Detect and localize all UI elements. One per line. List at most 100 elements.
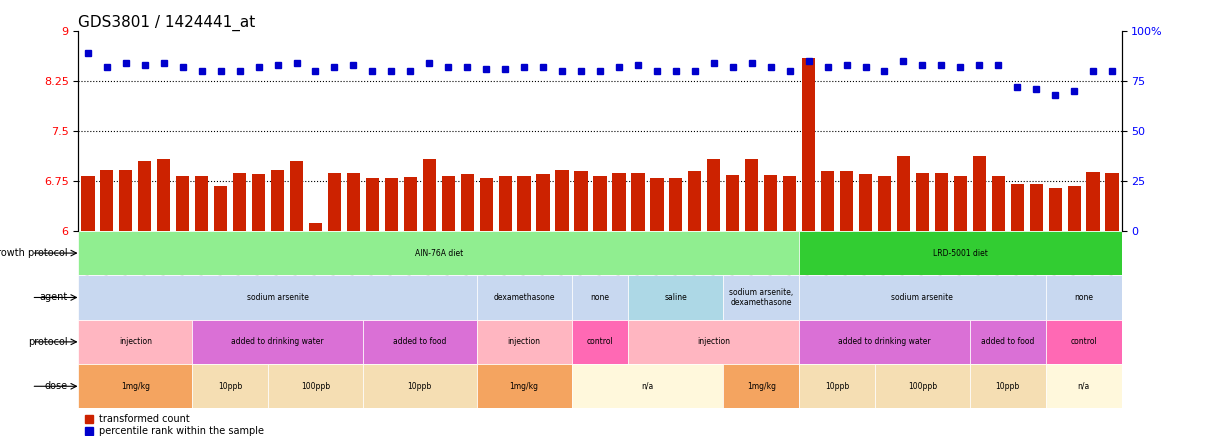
Bar: [100, 170, 113, 231]
Text: added to drinking water: added to drinking water: [838, 337, 931, 346]
Text: dose: dose: [45, 381, 68, 391]
Bar: [556, 170, 569, 231]
Bar: [593, 176, 607, 231]
Bar: [954, 176, 967, 231]
Bar: [1106, 173, 1119, 231]
Bar: [119, 170, 133, 231]
Text: growth protocol: growth protocol: [0, 248, 68, 258]
FancyBboxPatch shape: [268, 364, 363, 408]
Bar: [707, 159, 720, 231]
Text: added to drinking water: added to drinking water: [232, 337, 324, 346]
FancyBboxPatch shape: [628, 275, 724, 320]
Bar: [915, 173, 929, 231]
Text: protocol: protocol: [28, 337, 68, 347]
Text: saline: saline: [665, 293, 687, 302]
Bar: [821, 171, 835, 231]
Bar: [517, 176, 531, 231]
Bar: [878, 176, 891, 231]
Bar: [650, 178, 663, 231]
FancyBboxPatch shape: [78, 364, 192, 408]
Text: agent: agent: [40, 293, 68, 302]
Text: LRD-5001 diet: LRD-5001 diet: [933, 249, 988, 258]
Text: control: control: [586, 337, 614, 346]
Bar: [1030, 184, 1043, 231]
Bar: [385, 178, 398, 231]
Bar: [309, 223, 322, 231]
Bar: [1087, 172, 1100, 231]
Bar: [631, 173, 644, 231]
FancyBboxPatch shape: [78, 320, 192, 364]
FancyBboxPatch shape: [78, 275, 476, 320]
Bar: [783, 176, 796, 231]
Text: n/a: n/a: [642, 382, 654, 391]
FancyBboxPatch shape: [970, 364, 1046, 408]
Bar: [289, 161, 303, 231]
FancyBboxPatch shape: [476, 275, 572, 320]
Text: 10ppb: 10ppb: [408, 382, 432, 391]
Bar: [897, 156, 911, 231]
Bar: [328, 173, 341, 231]
Text: n/a: n/a: [1077, 382, 1090, 391]
Bar: [726, 175, 739, 231]
Bar: [802, 58, 815, 231]
Bar: [765, 175, 778, 231]
Bar: [537, 174, 550, 231]
FancyBboxPatch shape: [572, 364, 724, 408]
Bar: [745, 159, 759, 231]
FancyBboxPatch shape: [800, 275, 1046, 320]
Bar: [839, 171, 853, 231]
Text: dexamethasone: dexamethasone: [493, 293, 555, 302]
Bar: [574, 171, 587, 231]
FancyBboxPatch shape: [970, 320, 1046, 364]
Text: 10ppb: 10ppb: [996, 382, 1020, 391]
FancyBboxPatch shape: [1046, 364, 1122, 408]
Text: sodium arsenite: sodium arsenite: [246, 293, 309, 302]
FancyBboxPatch shape: [476, 364, 572, 408]
FancyBboxPatch shape: [1046, 320, 1122, 364]
Text: none: none: [1075, 293, 1093, 302]
Text: GDS3801 / 1424441_at: GDS3801 / 1424441_at: [78, 15, 256, 31]
FancyBboxPatch shape: [572, 320, 628, 364]
Text: 100ppb: 100ppb: [908, 382, 937, 391]
Bar: [176, 176, 189, 231]
Bar: [441, 176, 455, 231]
Bar: [991, 176, 1005, 231]
FancyBboxPatch shape: [363, 364, 476, 408]
Text: injection: injection: [508, 337, 540, 346]
Bar: [480, 178, 493, 231]
Bar: [935, 173, 948, 231]
Bar: [365, 178, 379, 231]
Bar: [233, 173, 246, 231]
Text: percentile rank within the sample: percentile rank within the sample: [99, 426, 264, 436]
Bar: [347, 173, 361, 231]
Text: none: none: [591, 293, 609, 302]
FancyBboxPatch shape: [800, 320, 970, 364]
Bar: [1048, 188, 1061, 231]
Bar: [973, 156, 987, 231]
Text: 1mg/kg: 1mg/kg: [121, 382, 150, 391]
FancyBboxPatch shape: [363, 320, 476, 364]
Bar: [139, 161, 152, 231]
FancyBboxPatch shape: [876, 364, 970, 408]
Text: 10ppb: 10ppb: [218, 382, 242, 391]
Text: added to food: added to food: [982, 337, 1035, 346]
Text: added to food: added to food: [393, 337, 446, 346]
FancyBboxPatch shape: [572, 275, 628, 320]
Bar: [213, 186, 227, 231]
FancyBboxPatch shape: [192, 320, 363, 364]
FancyBboxPatch shape: [800, 231, 1122, 275]
FancyBboxPatch shape: [724, 364, 800, 408]
Bar: [669, 178, 683, 231]
FancyBboxPatch shape: [628, 320, 800, 364]
Text: 1mg/kg: 1mg/kg: [510, 382, 539, 391]
Bar: [271, 170, 285, 231]
Bar: [1067, 186, 1081, 231]
Bar: [613, 173, 626, 231]
FancyBboxPatch shape: [724, 275, 800, 320]
Bar: [422, 159, 435, 231]
Text: 10ppb: 10ppb: [825, 382, 849, 391]
Bar: [689, 171, 702, 231]
Bar: [195, 176, 209, 231]
Text: transformed count: transformed count: [99, 414, 191, 424]
Bar: [461, 174, 474, 231]
